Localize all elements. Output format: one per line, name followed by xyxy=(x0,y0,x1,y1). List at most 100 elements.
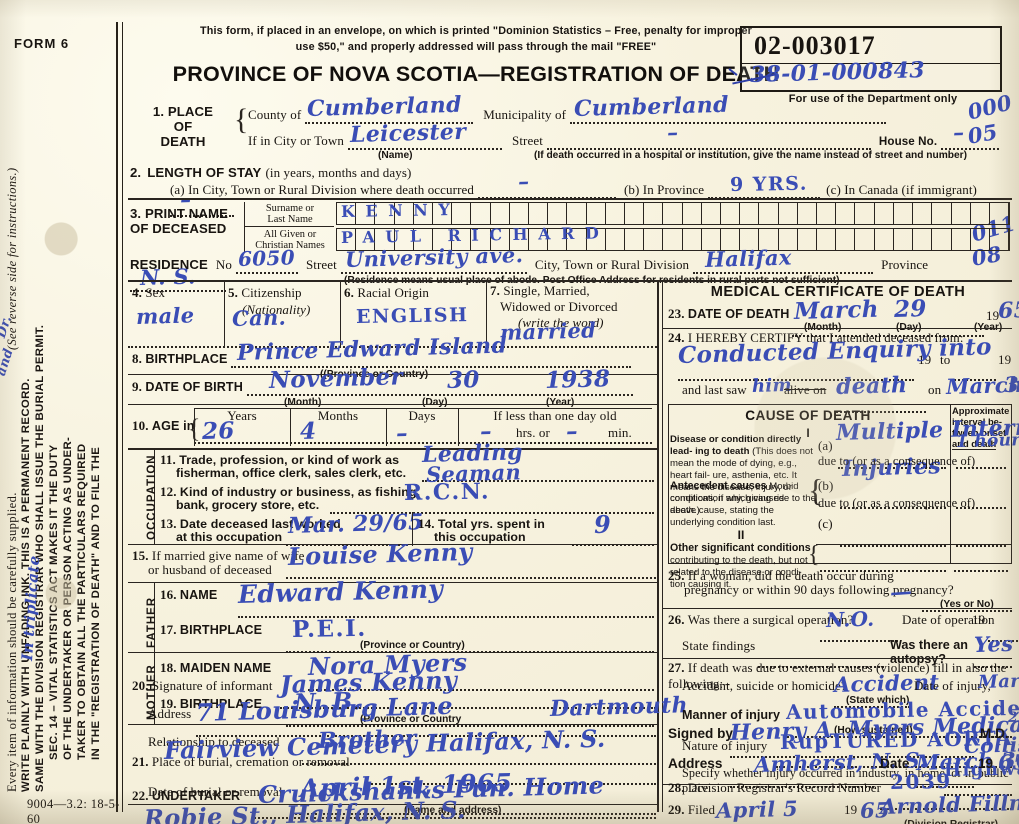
grid-cell xyxy=(779,203,798,224)
grid-cell xyxy=(798,229,818,250)
item28-number: 28. xyxy=(668,780,685,795)
grid-cell xyxy=(395,229,414,250)
stay-c-label: (c) In Canada (if immigrant) xyxy=(826,182,977,197)
item7-label-3: (write the word) xyxy=(518,315,604,330)
item5-label-2: (Nationality) xyxy=(242,302,311,317)
municipality-label: Municipality of xyxy=(483,107,567,122)
age-years-header: Years xyxy=(227,408,257,423)
vertical-rule-outer xyxy=(116,22,118,812)
item27-nature-label: Nature of injury xyxy=(682,738,768,753)
cause-of-death-heading: CAUSE OF DEATH xyxy=(745,408,871,423)
item24-number: 24. xyxy=(668,330,685,345)
grid-cell xyxy=(529,229,549,250)
item27-asc-label: Accident, suicide or homicide? xyxy=(682,678,847,693)
grid-cell xyxy=(721,203,741,224)
mother-bottom-rule xyxy=(128,724,657,725)
printer-code: 9004—3.2: 18-5-60 xyxy=(27,797,120,824)
item23-month: March xyxy=(793,295,880,325)
age-days-header: Days xyxy=(408,408,436,423)
grid-cell xyxy=(913,229,933,250)
item17-label: BIRTHPLACE xyxy=(179,623,263,637)
item29-month-day: April 5 xyxy=(715,795,799,823)
vertical-rule-inner xyxy=(122,22,123,812)
signed-by-md: M.D. xyxy=(980,726,1009,741)
given-names-grid: PAUL RICHARD xyxy=(336,223,1010,251)
center-divider xyxy=(657,280,659,812)
item2-label-note: (in years, months and days) xyxy=(265,165,412,180)
grid-cell xyxy=(644,229,664,250)
surname-label-1: Surname or xyxy=(265,203,315,214)
item13-number: 13. xyxy=(160,516,177,531)
item21-place-label: Place of burial, cremation or removal xyxy=(151,754,350,769)
center-divider-2 xyxy=(662,280,663,812)
grid-cell xyxy=(491,203,510,224)
grid-cell xyxy=(663,229,683,250)
item25-label-1: If a woman, did the death occur during xyxy=(687,568,894,583)
item14-number: 14. xyxy=(418,516,435,531)
item14-value: 9 xyxy=(593,509,612,539)
item15-number: 15. xyxy=(132,548,149,563)
given-label-2: Christian Names xyxy=(255,240,325,251)
item21-date-label: Date of burial or removal xyxy=(148,784,283,799)
item24-to-label: to xyxy=(940,352,951,367)
item16-number: 16. xyxy=(160,587,177,602)
item7-number: 7. xyxy=(490,283,500,298)
item23-day-caption: (Day) xyxy=(896,322,922,333)
item26-year-prefix: 19 xyxy=(972,612,986,627)
statute-notice-line-2: OF THE UNDERTAKER OR PERSON ACTING AS UN… xyxy=(62,436,74,760)
grid-cell xyxy=(971,203,990,224)
grid-cell xyxy=(471,229,491,250)
cause-c-marker: (c) xyxy=(818,516,833,531)
signed-address-label: Address xyxy=(668,756,723,771)
grid-cell xyxy=(932,229,952,250)
form-number-label: FORM 6 xyxy=(14,36,70,51)
grid-cell xyxy=(375,203,395,224)
item20-signature-label: Signature of informant xyxy=(151,678,273,693)
grid-cell xyxy=(452,203,472,224)
age-bottom-rule xyxy=(128,448,657,450)
cause-b-dueto: due to (or as a consequence of) xyxy=(818,496,976,510)
age-col-rule-2 xyxy=(386,408,387,446)
grid-cell xyxy=(990,203,1010,224)
item10-number: 10. xyxy=(132,418,149,433)
item4-label: Sex xyxy=(145,285,166,300)
item7-label-1: Single, Married, xyxy=(503,283,590,298)
item27-bottom-rule xyxy=(662,784,1012,785)
item24-lastsaw-value: death xyxy=(835,372,908,400)
residence-city-value: Halifax xyxy=(704,244,793,272)
cause-a-marker: (a) xyxy=(818,438,833,453)
house-no-value: – xyxy=(952,119,965,146)
item18-label: MAIDEN NAME xyxy=(179,661,272,675)
grid-cell xyxy=(817,229,837,250)
age-col-rule-3 xyxy=(458,408,459,446)
mail-notice-line-1: This form, if placed in an envelope, on … xyxy=(200,25,752,37)
surname-grid: KENNY xyxy=(336,199,1010,225)
house-no-label: House No. xyxy=(878,135,938,148)
item9-year: 1938 xyxy=(544,365,611,394)
item20-number: 20. xyxy=(132,678,149,693)
other-conditions-rest: contributing to the death, but not relat… xyxy=(670,555,808,590)
item4-value: male xyxy=(135,302,195,329)
item9-day: 30 xyxy=(446,366,480,394)
surname-value: KENNY xyxy=(340,199,461,221)
item4-7-bottom-rule xyxy=(128,346,657,348)
item19-caption: (Province or Country xyxy=(360,714,462,725)
form-body: This form, if placed in an envelope, on … xyxy=(128,22,1019,824)
grid-cell xyxy=(779,229,798,250)
item17-number: 17. xyxy=(160,622,177,637)
grid-cell xyxy=(356,229,376,250)
signed-by-label: Signed by xyxy=(668,726,733,741)
residence-city-label: City, Town or Rural Division xyxy=(534,257,690,272)
item27-asc-caption: (State which) xyxy=(846,695,910,706)
residence-street-label: Street xyxy=(305,257,337,272)
item5-value: Can. xyxy=(231,304,287,331)
item25-number: 25. xyxy=(668,568,685,583)
stay-a-label: (a) In City, Town or Rural Division wher… xyxy=(170,182,474,197)
grid-cell xyxy=(510,203,530,224)
stay-b-value: 9 YRS. xyxy=(729,172,809,196)
item13-label-1: Date deceased last worked xyxy=(179,517,341,531)
item27-manner-label: Manner of injury xyxy=(682,708,780,722)
grid-cell xyxy=(798,203,818,224)
county-label: County of xyxy=(248,107,302,122)
